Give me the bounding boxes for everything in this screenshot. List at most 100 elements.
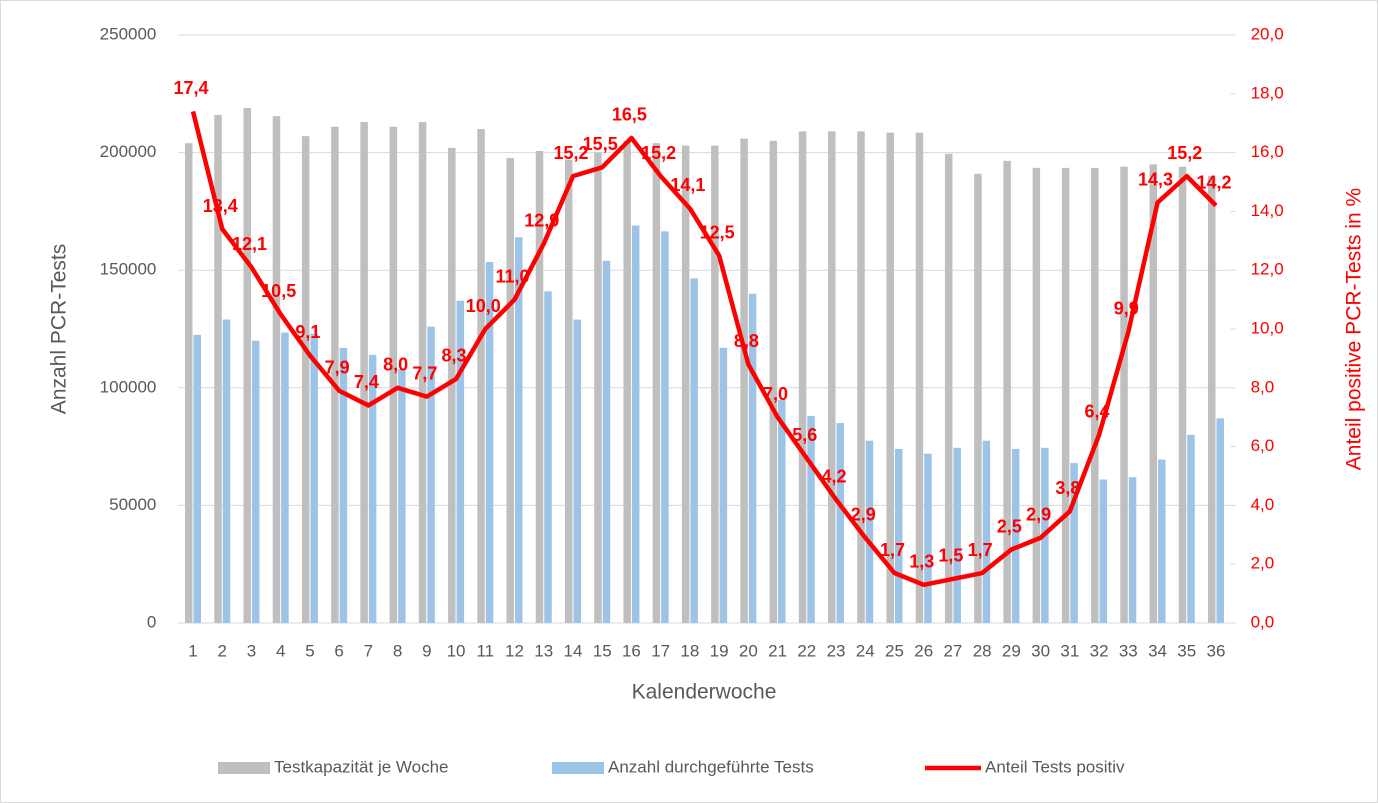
data-label: 14,2 bbox=[1196, 172, 1231, 192]
x-tick-label: 24 bbox=[856, 641, 875, 660]
y2-axis-title: Anteil positive PCR-Tests in % bbox=[1343, 188, 1366, 470]
bar bbox=[222, 319, 231, 623]
bar bbox=[953, 447, 961, 623]
bar bbox=[690, 278, 698, 623]
bar bbox=[214, 114, 222, 623]
data-label: 8,0 bbox=[383, 355, 408, 375]
data-label: 8,3 bbox=[442, 346, 467, 366]
bar bbox=[281, 332, 289, 623]
bar bbox=[1003, 160, 1011, 623]
bar bbox=[573, 319, 581, 623]
x-tick-label: 1 bbox=[188, 641, 197, 660]
bar bbox=[368, 354, 377, 623]
legend-label: Testkapazität je Woche bbox=[274, 757, 449, 776]
data-label: 9,9 bbox=[1114, 299, 1139, 319]
x-tick-label: 14 bbox=[564, 641, 583, 660]
bar bbox=[1216, 418, 1224, 623]
x-tick-label: 21 bbox=[768, 641, 787, 660]
data-label: 5,6 bbox=[792, 425, 817, 445]
x-axis-title: Kalenderwoche bbox=[632, 681, 777, 704]
bar bbox=[251, 340, 260, 623]
bar bbox=[974, 173, 982, 623]
data-label: 2,9 bbox=[851, 504, 876, 524]
data-label: 6,4 bbox=[1085, 402, 1110, 422]
bar bbox=[1207, 176, 1216, 623]
data-label: 1,7 bbox=[968, 540, 993, 560]
bar bbox=[740, 138, 748, 623]
x-tick-label: 27 bbox=[943, 641, 962, 660]
data-label: 7,0 bbox=[763, 384, 788, 404]
x-tick-label: 23 bbox=[827, 641, 846, 660]
x-tick-label: 8 bbox=[393, 641, 402, 660]
y2-tick-label: 6,0 bbox=[1251, 436, 1275, 455]
x-tick-label: 6 bbox=[334, 641, 343, 660]
bar bbox=[389, 126, 398, 623]
x-tick-label: 32 bbox=[1090, 641, 1109, 660]
bar bbox=[1099, 479, 1108, 623]
y-tick-label: 150000 bbox=[100, 260, 157, 279]
bar bbox=[798, 131, 807, 623]
y-tick-label: 0 bbox=[147, 612, 156, 631]
x-tick-label: 26 bbox=[914, 641, 933, 660]
bar bbox=[506, 158, 515, 624]
x-tick-label: 16 bbox=[622, 641, 641, 660]
legend-swatch bbox=[218, 762, 270, 774]
bar bbox=[661, 231, 669, 623]
bar bbox=[594, 152, 602, 623]
bar bbox=[1149, 164, 1158, 624]
x-tick-label: 30 bbox=[1031, 641, 1050, 660]
bar bbox=[748, 293, 757, 623]
data-label: 7,7 bbox=[412, 363, 437, 383]
bar bbox=[427, 326, 435, 623]
bar bbox=[193, 334, 202, 623]
x-tick-label: 34 bbox=[1148, 641, 1167, 660]
bar bbox=[1178, 166, 1187, 623]
bar bbox=[448, 147, 456, 623]
y2-tick-label: 2,0 bbox=[1251, 554, 1275, 573]
y-tick-label: 200000 bbox=[100, 142, 157, 161]
y2-tick-label: 12,0 bbox=[1251, 260, 1284, 279]
x-tick-label: 35 bbox=[1177, 641, 1196, 660]
y2-tick-label: 20,0 bbox=[1251, 24, 1284, 43]
bar bbox=[623, 140, 631, 623]
data-label: 15,5 bbox=[583, 134, 618, 154]
bar bbox=[418, 122, 427, 624]
data-label: 9,1 bbox=[295, 322, 320, 342]
bar bbox=[924, 453, 932, 623]
y2-tick-label: 18,0 bbox=[1251, 83, 1284, 102]
bar bbox=[944, 153, 953, 623]
x-tick-label: 12 bbox=[505, 641, 524, 660]
bar bbox=[681, 145, 690, 623]
legend-label: Anzahl durchgeführte Tests bbox=[608, 757, 814, 776]
bar bbox=[515, 237, 523, 623]
bar bbox=[272, 116, 281, 624]
y2-tick-label: 8,0 bbox=[1251, 377, 1275, 396]
data-label: 12,9 bbox=[524, 210, 559, 230]
bar bbox=[719, 347, 728, 623]
x-tick-label: 3 bbox=[247, 641, 256, 660]
x-tick-label: 19 bbox=[710, 641, 729, 660]
data-label: 11,0 bbox=[495, 266, 529, 286]
legend-label: Anteil Tests positiv bbox=[985, 757, 1125, 776]
data-label: 15,2 bbox=[641, 143, 676, 163]
x-tick-label: 28 bbox=[973, 641, 992, 660]
bar bbox=[1032, 167, 1041, 623]
bar bbox=[982, 440, 991, 623]
data-label: 8,8 bbox=[734, 331, 759, 351]
x-tick-label: 13 bbox=[534, 641, 553, 660]
bar bbox=[602, 260, 611, 623]
data-label: 16,5 bbox=[612, 105, 647, 125]
data-label: 10,0 bbox=[466, 296, 501, 316]
x-tick-label: 20 bbox=[739, 641, 758, 660]
x-tick-label: 18 bbox=[680, 641, 699, 660]
bar bbox=[836, 423, 845, 623]
data-label: 14,3 bbox=[1138, 169, 1173, 189]
bar bbox=[243, 107, 251, 624]
bar bbox=[807, 416, 815, 623]
bar bbox=[778, 399, 786, 623]
data-label: 17,4 bbox=[173, 78, 208, 98]
bar bbox=[915, 132, 924, 623]
line bbox=[190, 110, 1218, 588]
bar bbox=[1070, 463, 1078, 623]
bar bbox=[331, 126, 339, 623]
